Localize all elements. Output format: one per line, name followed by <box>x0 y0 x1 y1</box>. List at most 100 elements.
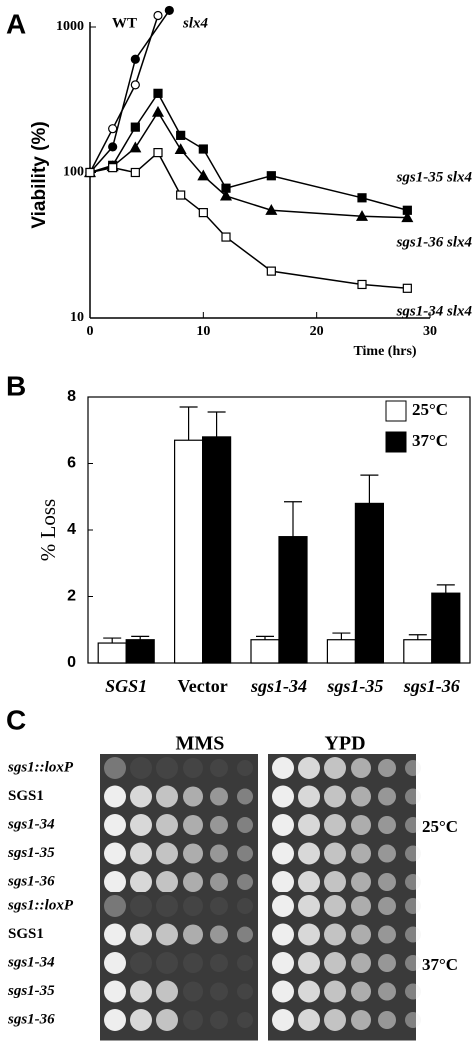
colony-spot <box>210 925 228 944</box>
y-tick-label: 4 <box>67 521 76 538</box>
marker <box>355 210 369 221</box>
series-line <box>89 9 170 173</box>
colony-spot <box>324 785 346 808</box>
marker <box>164 5 174 16</box>
colony-spot <box>210 897 228 915</box>
x-tick-label: 20 <box>310 324 324 339</box>
colony-spot <box>183 981 203 1002</box>
colony-spot <box>104 814 126 836</box>
colony-spot <box>351 981 371 1002</box>
marker <box>130 167 140 178</box>
x-tick-label: sgs1-34 <box>250 676 307 696</box>
colony-spot <box>156 895 178 917</box>
colony-spot <box>298 1009 320 1031</box>
colony-spot <box>156 952 178 974</box>
colony-spot <box>351 786 371 807</box>
colony-spot <box>378 873 396 891</box>
colony-spot <box>405 983 421 1000</box>
colony-spot <box>237 760 253 776</box>
colony-spot <box>405 788 421 805</box>
colony-spot <box>183 896 203 916</box>
colony-spot <box>272 757 294 779</box>
marker <box>153 10 163 21</box>
colony-spot <box>324 952 346 974</box>
y-axis-label: Viability (%) <box>29 121 50 228</box>
colony-spot <box>405 760 421 776</box>
colony-spot <box>405 874 421 890</box>
strain-label: sgs1-34 <box>7 816 55 832</box>
panel-label: B <box>6 370 26 401</box>
series-line <box>89 15 159 173</box>
bar <box>174 439 204 664</box>
bar <box>97 642 127 664</box>
temperature-label: 37°C <box>422 955 458 974</box>
column-title: YPD <box>324 733 365 755</box>
colony-spot <box>210 844 228 863</box>
marker <box>357 193 367 203</box>
strain-label: sgs1-34 <box>7 954 55 970</box>
marker <box>219 189 233 201</box>
colony-spot <box>237 926 253 943</box>
colony-spot <box>237 955 253 971</box>
plate <box>100 892 258 1041</box>
bar <box>278 536 308 664</box>
marker <box>176 190 186 200</box>
marker <box>108 163 118 173</box>
series-line <box>89 91 408 212</box>
marker <box>402 283 412 293</box>
colony-spot <box>183 843 203 864</box>
series-label: WT <box>112 15 137 31</box>
colony-spot <box>378 1011 396 1029</box>
colony-spot <box>378 925 396 944</box>
colony-spot <box>298 980 320 1003</box>
marker <box>174 143 187 155</box>
colony-spot <box>378 897 396 915</box>
marker <box>153 88 163 98</box>
colony-spot <box>351 843 371 864</box>
colony-spot <box>104 757 126 779</box>
colony-spot <box>272 842 294 865</box>
marker <box>221 232 231 242</box>
colony-spot <box>183 1010 203 1030</box>
series-line <box>89 110 408 219</box>
colony-spot <box>324 842 346 865</box>
colony-spot <box>104 952 126 974</box>
colony-spot <box>237 1012 253 1028</box>
colony-spot <box>272 814 294 836</box>
marker <box>130 54 140 64</box>
panel-label: A <box>6 8 26 39</box>
bar <box>326 639 356 664</box>
colony-spot <box>405 1012 421 1028</box>
colony-spot <box>351 896 371 916</box>
y-tick-label: 8 <box>67 388 76 405</box>
colony-spot <box>183 924 203 945</box>
series-line <box>89 151 408 290</box>
strain-label: sgs1-36 <box>7 1011 55 1027</box>
y-tick-label: 0 <box>67 654 76 671</box>
colony-spot <box>156 842 178 865</box>
colony-spot <box>130 814 152 836</box>
marker <box>108 124 118 134</box>
colony-spot <box>156 757 178 779</box>
colony-spot <box>272 923 294 946</box>
series-label: sgs1-34 slx4 <box>396 303 473 319</box>
x-tick-label: SGS1 <box>105 676 147 696</box>
colony-spot <box>405 898 421 914</box>
marker <box>266 171 276 181</box>
colony-spot <box>298 952 320 974</box>
colony-spot <box>237 898 253 914</box>
y-tick-label: 1000 <box>56 19 84 34</box>
colony-spot <box>272 871 294 893</box>
colony-spot <box>156 923 178 946</box>
legend-swatch <box>385 431 407 453</box>
colony-spot <box>104 1009 126 1031</box>
series-label: slx4 <box>182 15 209 31</box>
colony-spot <box>237 983 253 1000</box>
bar <box>403 639 433 664</box>
marker <box>265 204 278 215</box>
colony-spot <box>324 1009 346 1031</box>
y-tick-label: 10 <box>70 310 84 325</box>
colony-spot <box>324 923 346 946</box>
temperature-label: 25°C <box>422 817 458 836</box>
colony-spot <box>351 758 371 778</box>
